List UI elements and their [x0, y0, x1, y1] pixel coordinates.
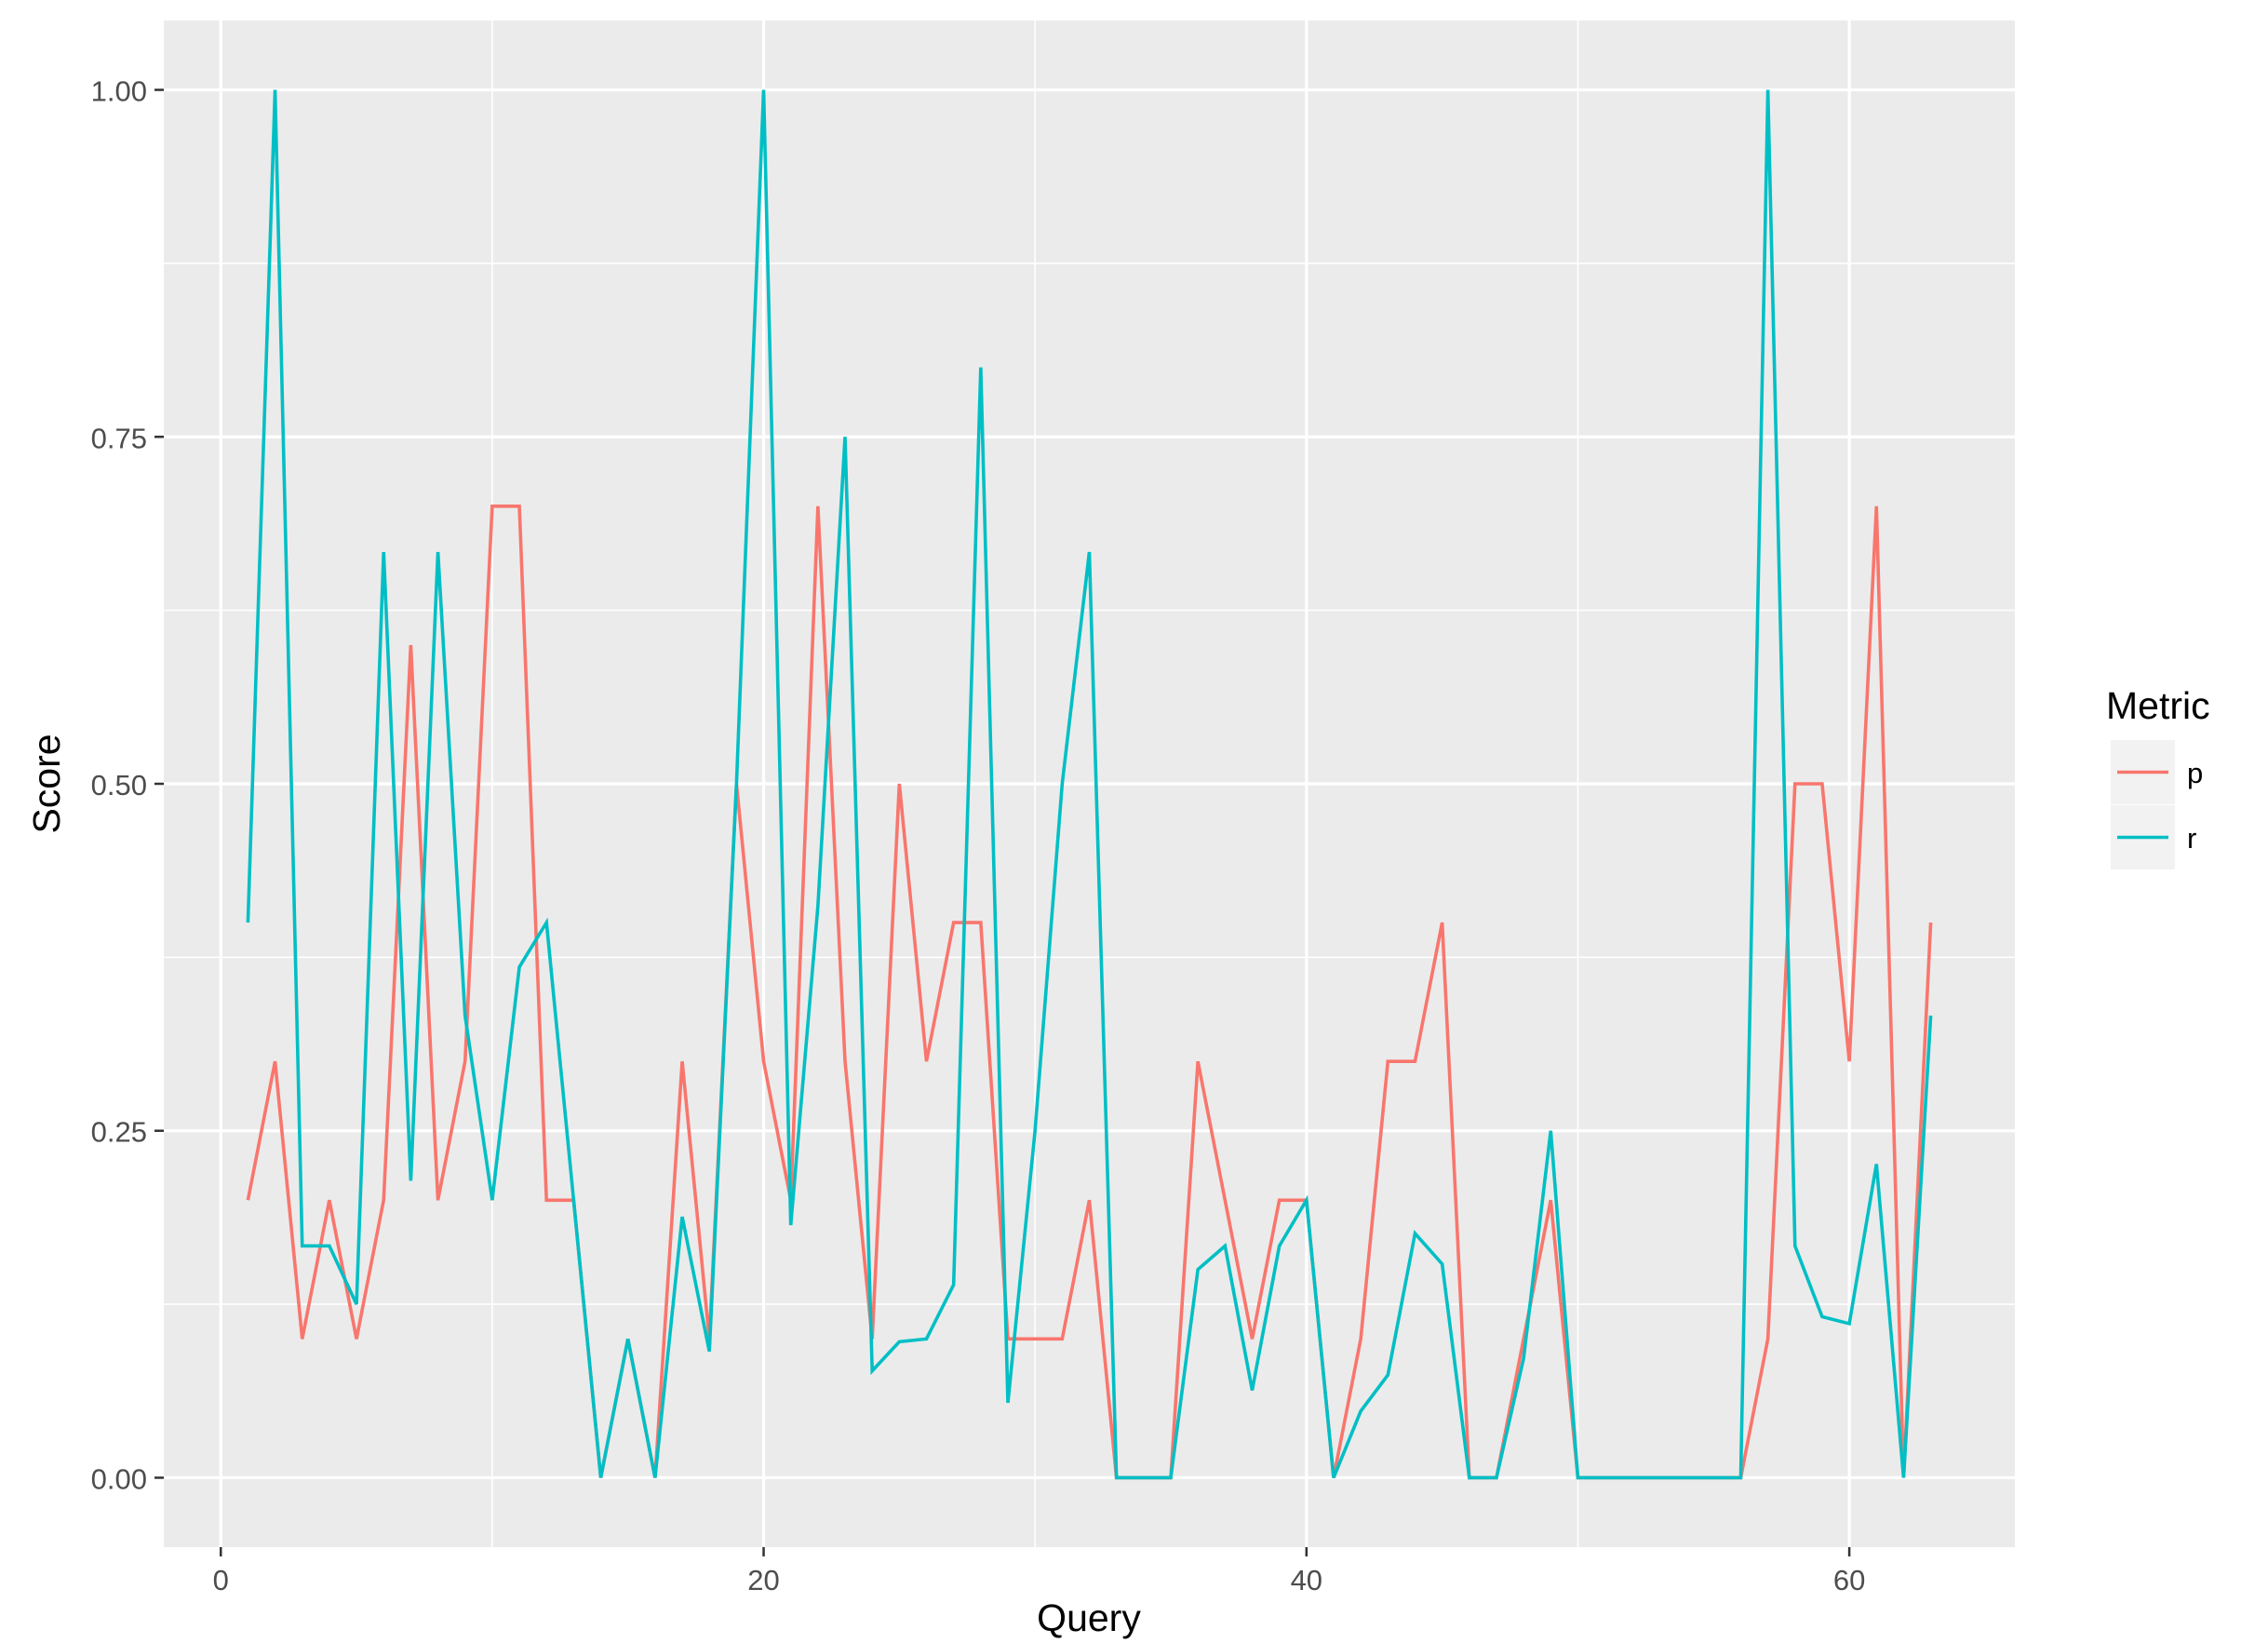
y-axis-title: Score [25, 734, 68, 833]
x-axis: 0 20 40 60 [213, 1547, 1865, 1596]
series-line-r [246, 89, 1933, 1480]
y-tick-label: 1.00 [91, 75, 147, 108]
y-tick-label: 0.75 [91, 422, 147, 454]
x-tick-label: 0 [213, 1564, 229, 1596]
x-tick-label: 40 [1291, 1564, 1322, 1596]
legend-label-p: p [2187, 757, 2203, 789]
legend-label-r: r [2187, 822, 2196, 855]
major-gridlines [164, 20, 2015, 1547]
y-axis: 0.00 0.25 0.50 0.75 1.00 [91, 75, 164, 1495]
x-tick-label: 20 [747, 1564, 779, 1596]
x-tick-label: 60 [1833, 1564, 1865, 1596]
y-tick-label: 0.50 [91, 769, 147, 801]
y-tick-label: 0.00 [91, 1462, 147, 1495]
legend: Metric p r [2106, 684, 2210, 869]
legend-title: Metric [2106, 684, 2210, 727]
x-axis-title: Query [1037, 1596, 1141, 1639]
y-tick-label: 0.25 [91, 1116, 147, 1149]
series-lines [246, 89, 1933, 1480]
